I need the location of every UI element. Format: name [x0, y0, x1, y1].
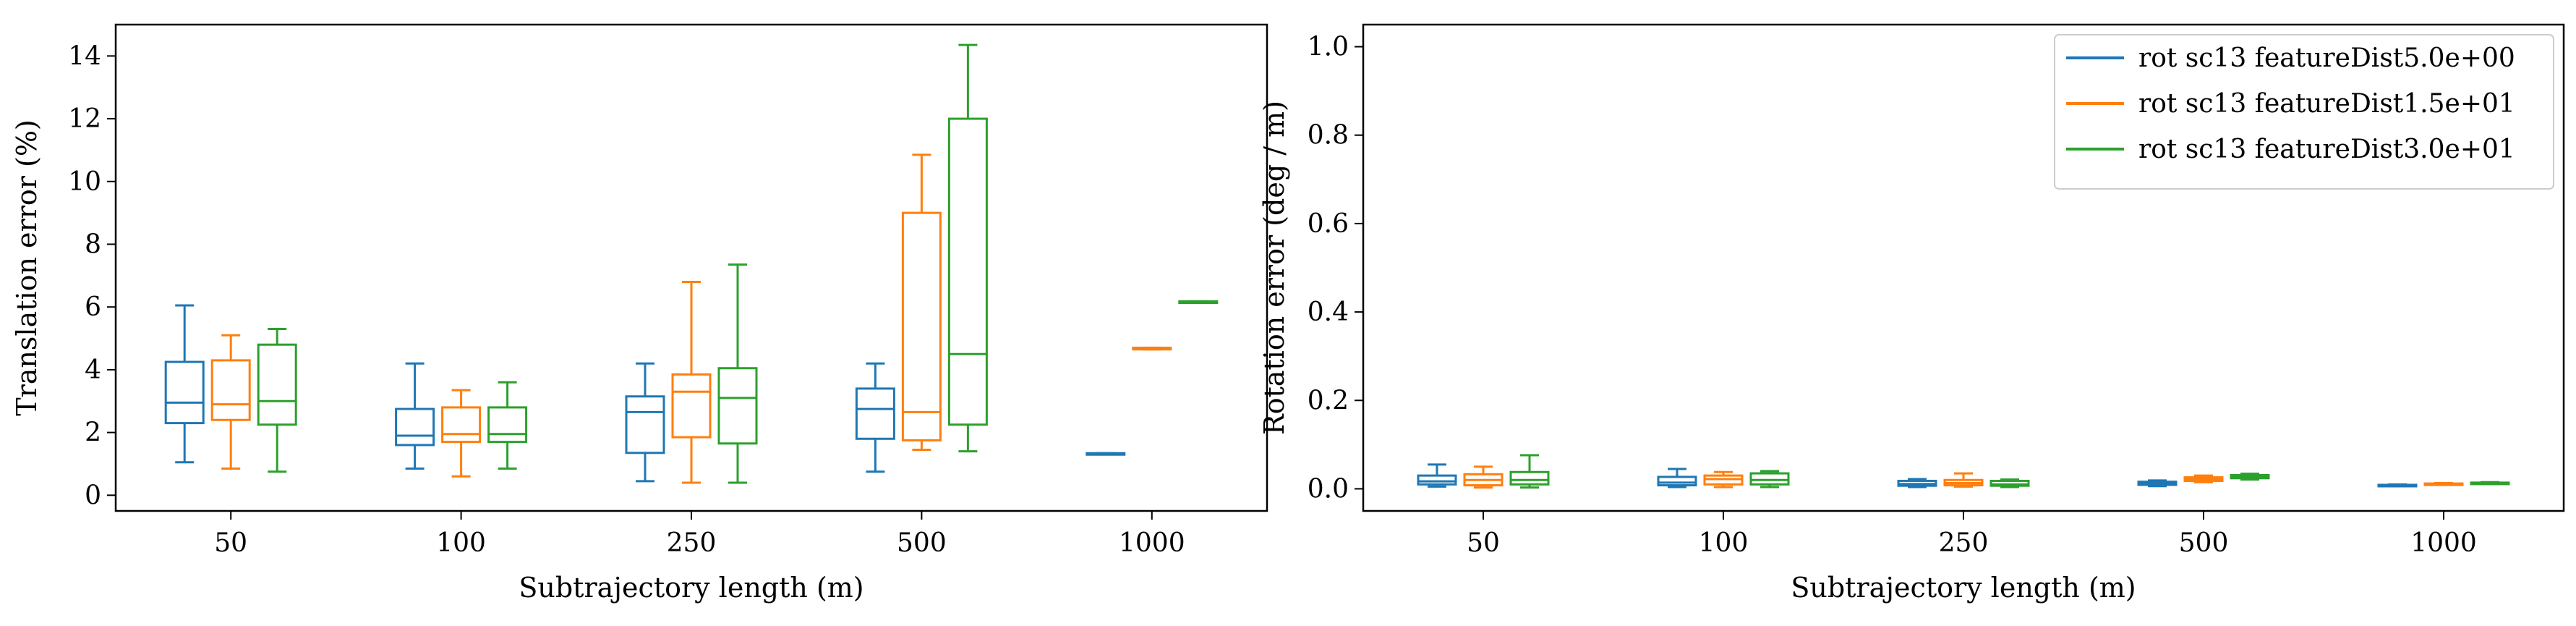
y-tick-label: 0.8	[1308, 121, 1349, 151]
y-tick-label: 0.6	[1308, 209, 1349, 239]
x-tick-label: 100	[1699, 528, 1749, 558]
legend-frame	[2054, 34, 2554, 190]
x-tick-label: 250	[1939, 528, 1989, 558]
x-tick-label: 1000	[2410, 528, 2477, 558]
box-100-series-2	[441, 389, 482, 478]
box-50-series-1	[1417, 463, 1457, 488]
box-1000-series-2	[1132, 347, 1172, 351]
box-100-series-1	[395, 362, 435, 470]
box-iqr	[901, 211, 942, 441]
box-iqr	[1417, 474, 1457, 486]
legend-entry: rot sc13 featureDist5.0e+00	[2138, 43, 2515, 73]
y-tick-label: 0.4	[1308, 297, 1349, 327]
x-axis-label: Subtrajectory length (m)	[1791, 572, 2136, 604]
box-500-series-1	[855, 362, 895, 473]
y-tick-label: 2	[85, 418, 101, 448]
box-50-series-1	[164, 304, 205, 464]
box-500-series-2	[901, 153, 942, 451]
y-tick-label: 4	[85, 355, 101, 385]
box-iqr	[947, 117, 988, 426]
y-tick-label: 12	[68, 104, 101, 134]
box-1000-series-3	[1178, 300, 1219, 305]
box-iqr	[210, 359, 251, 421]
x-tick-label: 50	[214, 528, 247, 558]
x-tick-label: 500	[897, 528, 947, 558]
x-tick-label: 100	[436, 528, 486, 558]
x-tick-label: 250	[667, 528, 717, 558]
box-100-series-2	[1703, 470, 1744, 488]
y-tick-label: 1.0	[1308, 33, 1349, 62]
box-100-series-3	[1749, 470, 1790, 488]
y-tick-label: 0.2	[1308, 386, 1349, 415]
box-250-series-1	[1897, 478, 1937, 488]
box-250-series-1	[625, 362, 665, 483]
box-500-series-1	[2137, 479, 2178, 488]
box-500-series-3	[2230, 473, 2270, 481]
box-250-series-2	[1943, 472, 1984, 488]
x-axis-label: Subtrajectory length (m)	[519, 572, 863, 604]
box-iqr	[717, 367, 758, 445]
box-iqr	[487, 406, 528, 444]
box-500-series-2	[2183, 474, 2224, 483]
box-1000-series-3	[2470, 481, 2510, 486]
box-iqr	[257, 343, 297, 426]
x-tick-label: 1000	[1119, 528, 1185, 558]
x-tick-label: 50	[1467, 528, 1500, 558]
y-tick-label: 10	[68, 167, 101, 197]
box-iqr	[1989, 479, 2030, 487]
chart-panel-2: 0.0 0.2 0.4 0.6 0.8 1.0 50 100 250 500 1000 Subtraj…	[1258, 23, 2565, 604]
box-50-series-3	[257, 328, 297, 473]
box-500-series-3	[947, 43, 988, 453]
x-tick-label: 500	[2179, 528, 2229, 558]
chart-panel-1: 0 2 4 6 8 10 12 14 50 100 250 500 1000 Subtrajectory …	[11, 23, 1268, 604]
box-100-series-1	[1657, 468, 1697, 488]
legend-entry: rot sc13 featureDist1.5e+01	[2138, 89, 2515, 119]
box-1000-series-1	[1086, 452, 1126, 456]
box-iqr	[1749, 472, 1790, 486]
box-250-series-3	[1989, 478, 2030, 488]
box-iqr	[855, 387, 895, 440]
y-tick-label: 0	[85, 481, 101, 510]
box-250-series-3	[717, 263, 758, 484]
box-iqr	[671, 373, 712, 439]
box-1000-series-2	[2423, 482, 2464, 486]
y-tick-label: 0.0	[1308, 474, 1349, 504]
box-50-series-2	[210, 334, 251, 470]
legend-entry: rot sc13 featureDist3.0e+01	[2138, 135, 2515, 164]
y-axis-label: Rotation error (deg / m)	[1258, 101, 1290, 435]
box-50-series-2	[1463, 465, 1504, 489]
legend: rot sc13 featureDist5.0e+00 rot sc13 feat…	[2054, 34, 2554, 190]
box-iqr	[395, 407, 435, 447]
box-iqr	[164, 360, 205, 425]
y-tick-label: 14	[68, 41, 101, 71]
y-tick-label: 8	[85, 229, 101, 259]
box-100-series-3	[487, 381, 528, 470]
y-axis-label: Translation error (%)	[11, 119, 43, 416]
y-tick-label: 6	[85, 292, 101, 322]
box-250-series-2	[671, 281, 712, 484]
box-iqr	[1509, 470, 1550, 486]
box-iqr	[1657, 475, 1697, 487]
box-iqr	[625, 395, 665, 454]
box-iqr	[441, 406, 482, 444]
box-50-series-3	[1509, 454, 1550, 489]
box-1000-series-1	[2377, 483, 2418, 488]
